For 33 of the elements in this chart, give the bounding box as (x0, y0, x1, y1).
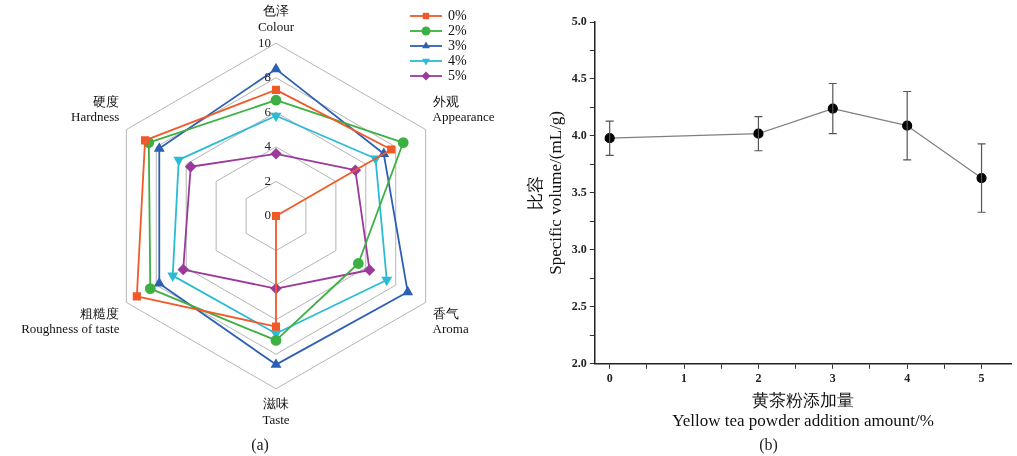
spoke-label: 色泽 Colour (257, 3, 295, 34)
text: (a) (251, 436, 269, 455)
x-tick-label: 2 (755, 371, 762, 386)
x-tick-label: 4 (904, 371, 911, 386)
spoke-label: 香气 Aroma (432, 305, 469, 337)
x-tick-label: 1 (681, 371, 688, 386)
legend-label: 2% (448, 22, 467, 38)
legend-label: 0% (448, 7, 467, 23)
x-axis-title: 黄茶粉添加量 Yellow tea powder addition amount/% (672, 390, 934, 431)
legend-label: 5% (448, 67, 467, 83)
y-tick-label: 5.0 (571, 14, 587, 29)
y-tick-label: 3.5 (571, 184, 587, 199)
y-tick-label: 2.0 (571, 355, 587, 370)
x-tick-label: 5 (978, 371, 985, 386)
y-tick-label: 0 (264, 207, 271, 223)
spoke-label: 硬度 Hardness (71, 93, 120, 125)
y-tick-label: 10 (258, 34, 271, 50)
legend-label: 4% (448, 52, 467, 68)
spoke-label: 外观 Appearance (432, 93, 495, 125)
y-tick-label: 4 (264, 138, 272, 154)
legend-label: 3% (448, 37, 467, 53)
y-tick-label: 3.0 (571, 241, 587, 256)
x-tick-label: 0 (606, 371, 613, 386)
spoke-label: 粗糙度 Roughness of taste (21, 305, 120, 337)
y-tick-label: 2.5 (571, 298, 587, 313)
y-tick-label: 4.0 (571, 128, 587, 143)
y-axis-title: 比容 Specific volume/(mL/g) (525, 110, 566, 275)
y-tick-label: 4.5 (571, 71, 587, 86)
y-tick-label: 6 (264, 103, 272, 119)
text: (b) (759, 436, 778, 455)
x-tick-label: 3 (829, 371, 836, 386)
spoke-label: 滋味 Taste (262, 396, 290, 427)
y-tick-label: 2 (264, 172, 271, 188)
